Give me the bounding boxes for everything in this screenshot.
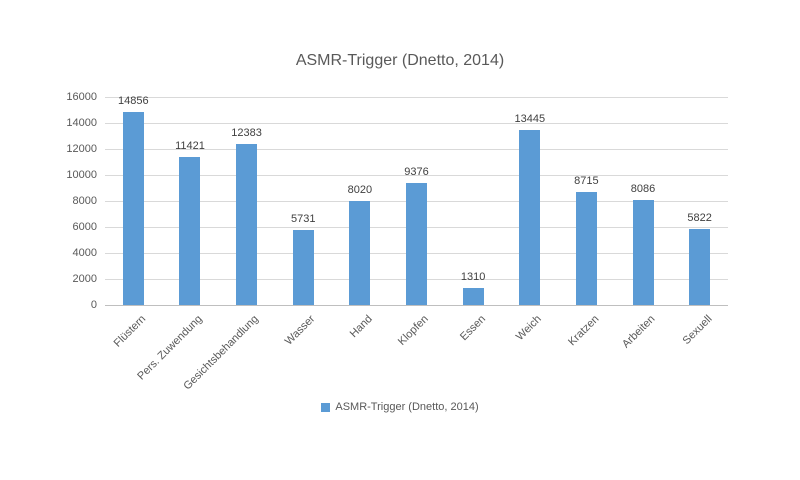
bar-value-label: 1310	[460, 270, 486, 283]
y-axis-tick-label: 0	[90, 299, 97, 311]
bar	[519, 130, 541, 305]
legend-marker-icon	[321, 403, 331, 412]
x-axis-category-label: Kratzen	[565, 313, 601, 349]
x-axis-category-label: Hand	[347, 313, 375, 341]
bar	[462, 287, 484, 305]
bar	[689, 229, 711, 305]
bar	[349, 200, 371, 305]
bar-value-label: 9376	[404, 166, 429, 179]
y-axis-tick-label: 14000	[66, 117, 97, 129]
x-axis-line	[105, 305, 728, 306]
bar	[406, 183, 427, 305]
gridline	[105, 123, 728, 124]
y-axis-tick-label: 6000	[72, 221, 97, 233]
bar-value-label: 5822	[687, 212, 712, 225]
y-axis-tick-label: 16000	[66, 91, 97, 103]
bar	[292, 230, 314, 305]
x-axis-category-label: Wasser	[283, 313, 318, 348]
y-axis-tick-label: 12000	[66, 143, 97, 155]
bar-value-label: 8715	[574, 174, 599, 187]
bar-value-label: 8020	[347, 183, 373, 196]
legend: ASMR-Trigger (Dnetto, 2014)	[0, 401, 800, 414]
gridline	[105, 175, 728, 176]
bar-value-label: 11421	[175, 139, 205, 152]
gridline	[105, 97, 728, 98]
y-axis-tick-label: 2000	[72, 273, 97, 285]
x-axis-category-label: Arbeiten	[620, 313, 658, 351]
x-axis-category-label: Weich	[514, 313, 545, 343]
bar-value-label: 8086	[630, 182, 656, 195]
bar	[122, 111, 144, 305]
bar-value-label: 5731	[290, 213, 316, 226]
x-axis-category-label: Sexuell	[680, 313, 715, 347]
bar	[632, 199, 654, 305]
y-axis-tick-label: 10000	[66, 169, 97, 181]
x-axis-category-label: Klopfen	[396, 313, 431, 348]
y-axis-tick-label: 4000	[72, 247, 97, 259]
x-axis-category-label: Flüstern	[111, 313, 148, 350]
bar-value-label: 12383	[231, 127, 262, 140]
legend-label: ASMR-Trigger (Dnetto, 2014)	[335, 401, 479, 413]
bar-value-label: 13445	[514, 113, 546, 126]
bar	[236, 144, 258, 305]
bar	[179, 156, 201, 305]
gridline	[105, 149, 728, 150]
chart-title: ASMR-Trigger (Dnetto, 2014)	[295, 52, 505, 69]
bar-value-label: 14856	[118, 94, 149, 107]
x-axis-category-label: Essen	[457, 313, 488, 344]
bar	[575, 191, 597, 305]
y-axis-tick-label: 8000	[72, 195, 97, 207]
